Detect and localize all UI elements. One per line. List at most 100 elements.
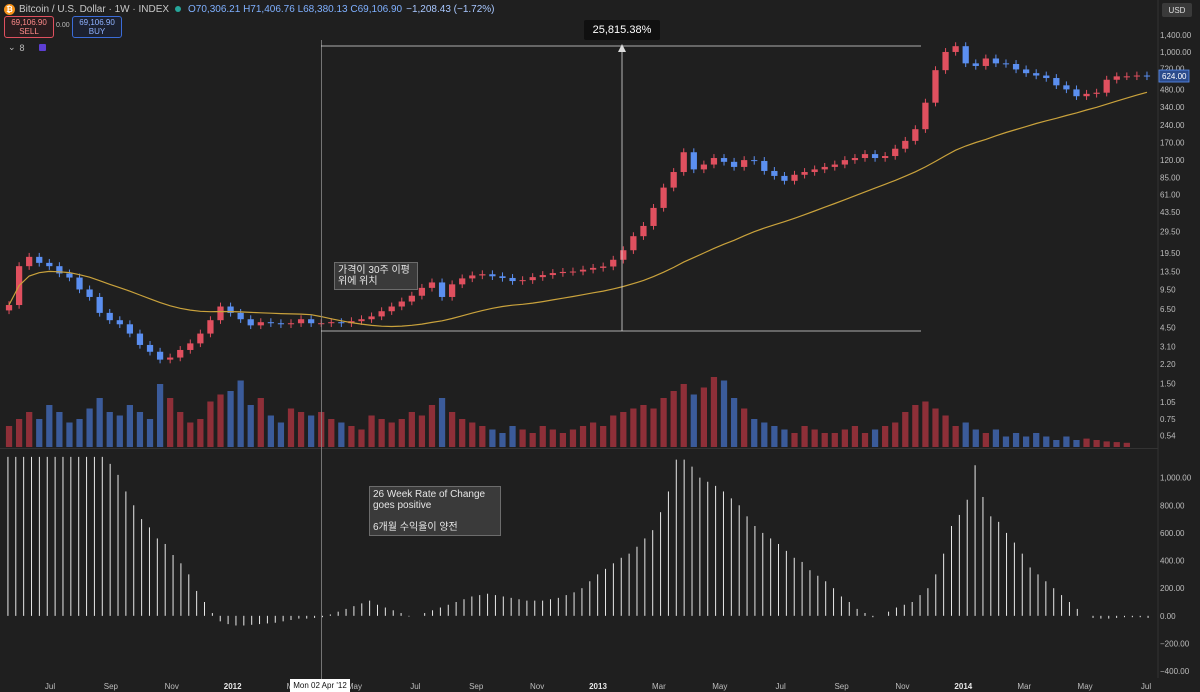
candle-body [408, 295, 415, 302]
volume-bar [217, 394, 224, 447]
candle-body [126, 324, 133, 334]
volume-bar [660, 398, 667, 447]
candle-body [610, 259, 617, 267]
volume-bar [136, 412, 144, 447]
volume-bar [358, 429, 365, 447]
symbol-header[interactable]: ₿ Bitcoin / U.S. Dollar · 1W · INDEX O70… [4, 2, 495, 16]
candle-body [1002, 63, 1010, 65]
candle-body [549, 273, 556, 276]
buy-button[interactable]: 69,106.90 BUY [72, 16, 122, 38]
candle-body [146, 344, 154, 352]
volume-bar [610, 415, 617, 447]
candle-body [489, 274, 496, 277]
date-axis-label: Jul [45, 682, 55, 691]
currency-selector[interactable]: USD [1162, 3, 1192, 17]
candle-body [680, 152, 687, 173]
candle-body [5, 305, 13, 311]
volume-bar [922, 401, 929, 447]
volume-bar [5, 426, 13, 447]
candle-body [1123, 76, 1130, 78]
candle-body [257, 322, 264, 326]
candle-body [177, 349, 184, 358]
candle-body [197, 333, 204, 344]
price-tick-label: 480.00 [1160, 85, 1185, 94]
volume-bar [831, 433, 838, 447]
candle-body [328, 322, 335, 324]
candle-body [700, 164, 707, 170]
volume-bar [469, 422, 476, 447]
candle-body [1043, 75, 1050, 79]
date-axis-label: 2014 [954, 682, 972, 691]
candle-body [227, 306, 234, 313]
date-axis-label: Mar [1017, 682, 1031, 691]
roc-tick-label: −400.00 [1160, 667, 1190, 676]
candle-body [640, 225, 647, 237]
candle-body [287, 323, 295, 325]
sell-button[interactable]: 69,106.90 SELL [4, 16, 54, 38]
date-axis-label: Sep [469, 682, 484, 691]
volume-bar [257, 398, 264, 447]
candle-body [1053, 78, 1060, 86]
volume-bar [499, 433, 506, 447]
roc-annotation[interactable]: 26 Week Rate of Change goes positive 6개월… [369, 486, 501, 536]
ma-annotation[interactable]: 가격이 30주 이평 위에 위치 [334, 262, 418, 290]
volume-bar [549, 429, 556, 447]
candle-body [1023, 69, 1030, 74]
candle-body [428, 282, 436, 288]
price-tick-label: 240.00 [1160, 121, 1185, 130]
candle-body [861, 154, 869, 159]
candle-body [1033, 73, 1040, 76]
candle-body [267, 322, 274, 324]
volume-bar [126, 405, 133, 447]
volume-bar [156, 384, 164, 447]
date-axis-label: Jul [776, 682, 786, 691]
candle-body [1103, 79, 1110, 93]
candle-body [650, 207, 657, 226]
candle-body [751, 160, 758, 162]
date-axis-label: May [1078, 682, 1093, 691]
price-tick-label: 6.50 [1160, 305, 1176, 314]
candle-body [670, 172, 677, 188]
candle-body [388, 306, 395, 312]
volume-bar [791, 433, 798, 447]
date-axis-label: Nov [165, 682, 179, 691]
price-tick-label: 2.20 [1160, 360, 1176, 369]
candle-body [116, 320, 123, 325]
volume-bar [56, 412, 63, 447]
price-tick-label: 85.00 [1160, 174, 1181, 183]
candle-body [368, 316, 375, 320]
candle-body [1083, 93, 1090, 97]
price-tick-label: 1,000.00 [1160, 48, 1192, 57]
candle-body [509, 277, 516, 282]
volume-bar [459, 419, 466, 447]
volume-bar [600, 426, 607, 447]
volume-bar [821, 433, 828, 447]
indicator-color-icon [38, 44, 46, 51]
roc-tick-label: 200.00 [1160, 584, 1185, 593]
candle-body [1113, 76, 1120, 80]
candle-body [952, 46, 959, 52]
price-tick-label: 0.54 [1160, 432, 1176, 441]
candle-body [1143, 75, 1151, 77]
volume-bar [700, 387, 707, 447]
volume-bar [227, 391, 234, 447]
volume-bar [1053, 440, 1060, 447]
candle-body [207, 320, 214, 334]
candle-body [972, 63, 979, 66]
indicators-toggle[interactable]: ⌄ 8 [8, 42, 46, 53]
volume-bar [519, 429, 526, 447]
candle-body [469, 275, 476, 279]
date-axis-label: Sep [104, 682, 119, 691]
candle-body [308, 319, 315, 324]
candle-body [851, 158, 859, 161]
candle-body [539, 275, 546, 278]
volume-bar [1063, 436, 1070, 447]
volume-bar [932, 408, 939, 447]
candle-body [730, 161, 738, 167]
price-tick-label: 13.50 [1160, 268, 1181, 277]
volume-bar [388, 422, 395, 447]
volume-bar [177, 412, 184, 447]
candle-body [1093, 92, 1100, 94]
measure-percent-label: 25,815.38% [584, 20, 660, 40]
